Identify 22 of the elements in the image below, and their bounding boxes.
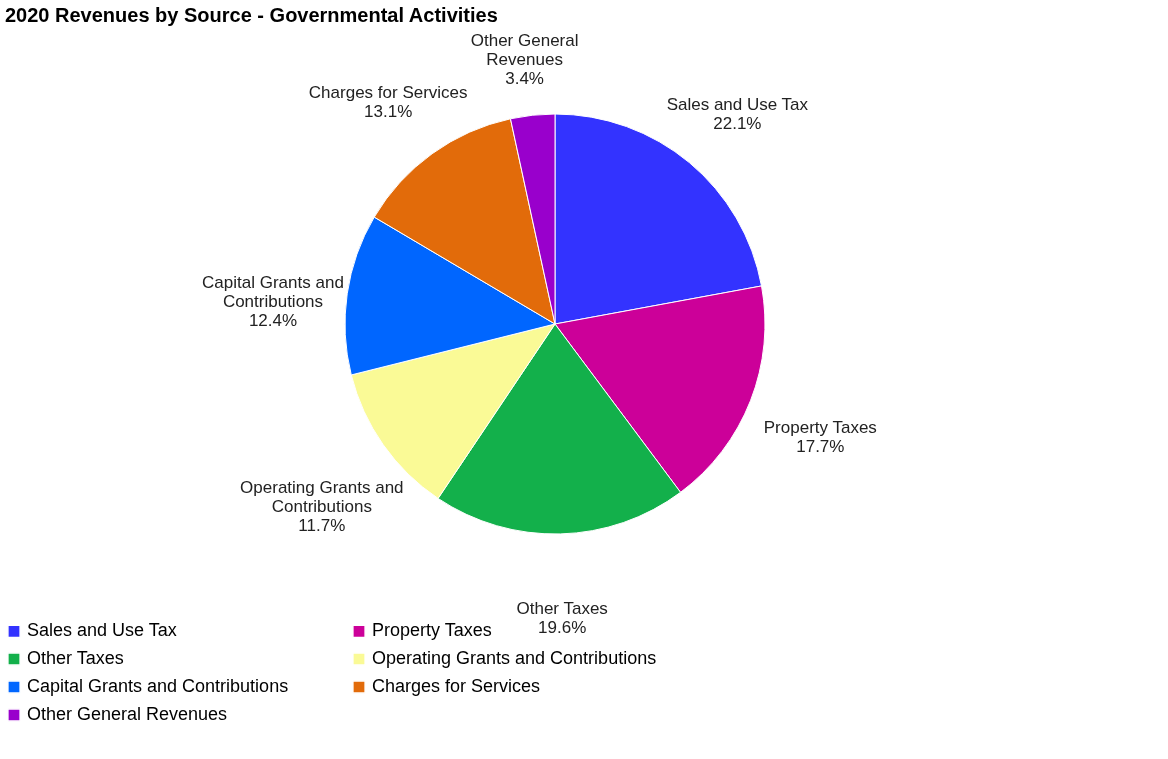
chart-title: 2020 Revenues by Source - Governmental Activities [5, 3, 498, 26]
data-label: 3.4% [505, 68, 544, 88]
legend-label: Operating Grants and Contributions [372, 648, 657, 668]
legend-label: Other General Revenues [27, 704, 228, 724]
slice-label: Other Taxes [516, 598, 608, 618]
slice-label: Operating Grants and Contributions [240, 477, 404, 516]
data-label: 22.1% [713, 113, 762, 133]
data-label: 17.7% [796, 437, 845, 457]
legend-label: Capital Grants and Contributions [27, 676, 289, 696]
data-label: 12.4% [248, 310, 298, 330]
slice-label: Property Taxes [763, 418, 877, 438]
data-label: 11.7% [298, 515, 346, 535]
legend-label: Property Taxes [372, 620, 492, 641]
legend-label: Charges for Services [372, 676, 541, 696]
slice-label: Capital Grants and Contributions [202, 272, 344, 311]
legend-label: Other Taxes [27, 648, 124, 668]
legend-label: Sales and Use Tax [27, 620, 177, 641]
slice-label: Other General Revenues [470, 30, 579, 69]
data-label: 13.1% [364, 101, 413, 121]
slice-label: Charges for Services [308, 82, 468, 102]
data-label: 19.6% [538, 617, 587, 637]
slice-label: Sales and Use Tax [666, 94, 809, 114]
